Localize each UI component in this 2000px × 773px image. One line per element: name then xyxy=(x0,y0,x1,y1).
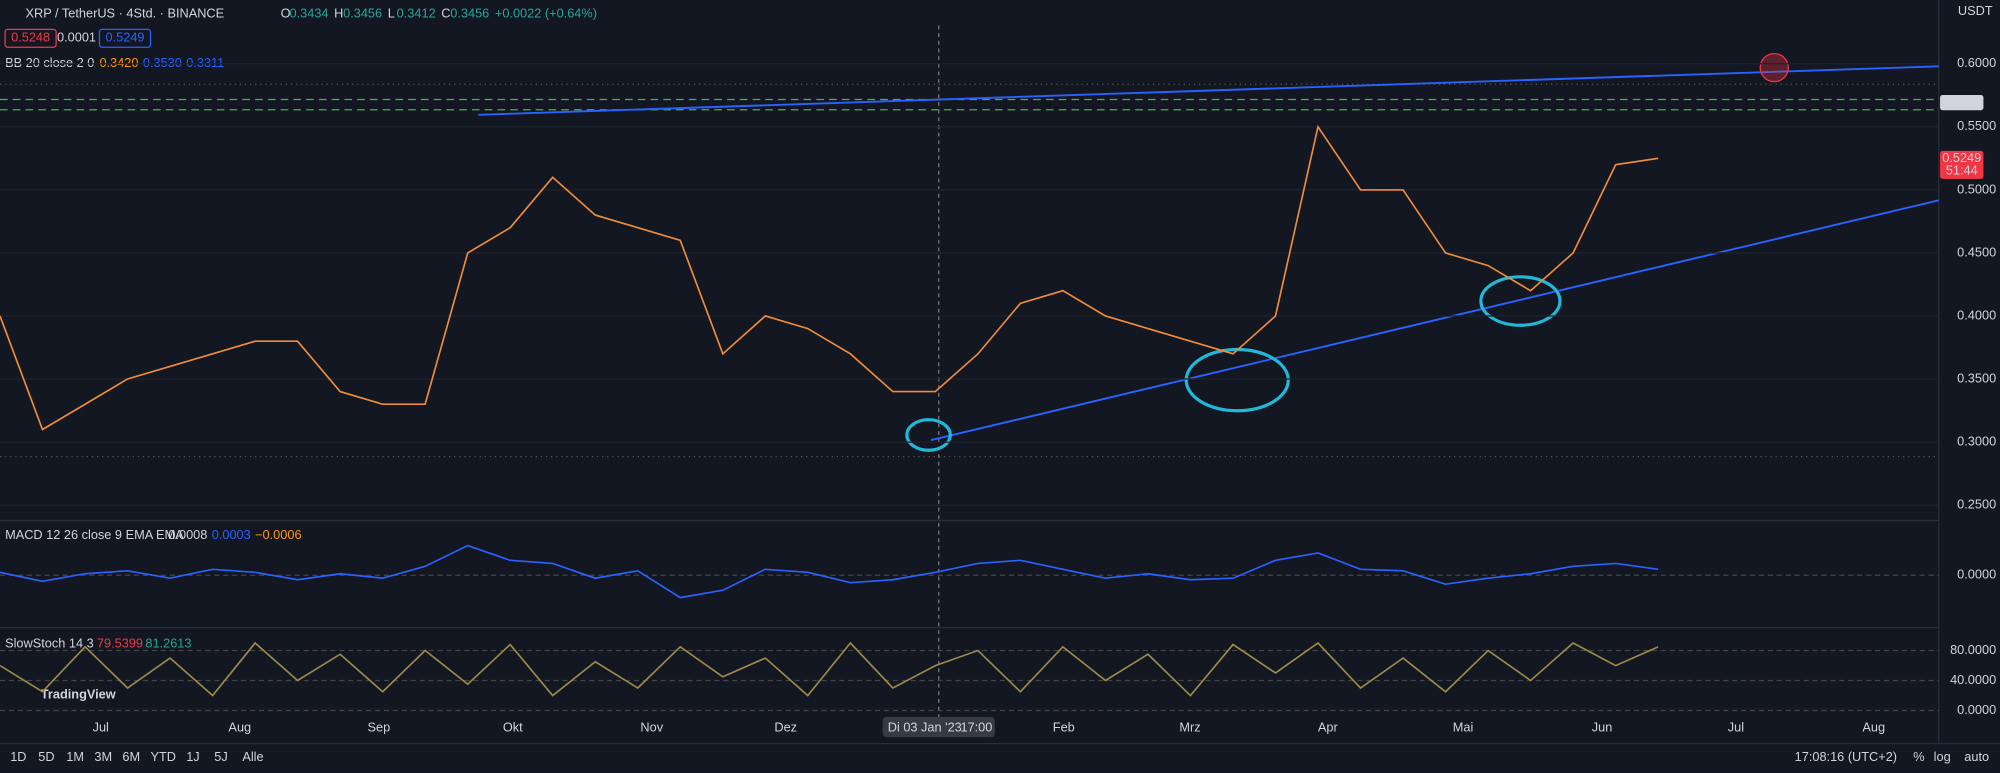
ask: 0.5249 xyxy=(106,30,145,45)
x-tick-label: Okt xyxy=(503,720,523,735)
range-button[interactable]: 1D xyxy=(10,749,26,764)
ohlc-value: 0.3434 xyxy=(290,5,329,20)
logo: TradingView xyxy=(41,687,116,702)
y-tick-label: 0.3000 xyxy=(1957,433,1996,448)
stoch-label: SlowStoch 14 3 xyxy=(5,636,94,651)
y-tick-label: 80.0000 xyxy=(1950,642,1996,657)
bb-value: 0.3311 xyxy=(186,55,224,70)
spread: 0.0001 xyxy=(57,30,96,45)
ohlc-label: H xyxy=(334,5,343,20)
price-tag-countdown: 51:44 xyxy=(1946,163,1978,178)
bb-value: 0.3420 xyxy=(99,55,138,70)
price-tag xyxy=(1940,94,1984,111)
price-tag xyxy=(1940,150,1984,179)
ohlc-value: 0.3456 xyxy=(343,5,382,20)
drawing-circle xyxy=(1479,275,1562,327)
x-tick-label: Sep xyxy=(367,720,390,735)
crosshair-date: Di 03 Jan '23 xyxy=(888,720,962,735)
scale-option[interactable]: % xyxy=(1913,749,1924,764)
range-button[interactable]: 1M xyxy=(66,749,84,764)
macd-label: MACD 12 26 close 9 EMA EMA xyxy=(5,527,184,542)
x-tick-label: Mai xyxy=(1453,720,1474,735)
y-tick-label: 0.4500 xyxy=(1957,244,1996,259)
series-line xyxy=(0,124,1659,431)
x-tick-label: Jul xyxy=(93,720,109,735)
symbol: XRP / TetherUS · 4Std. · BINANCE xyxy=(26,5,225,20)
ohlc-label: O xyxy=(281,5,291,20)
series-line xyxy=(0,544,1659,599)
y-tick-label: 0.2500 xyxy=(1957,496,1996,511)
x-tick-label: Nov xyxy=(640,720,663,735)
ohlc-value: 0.3412 xyxy=(397,5,436,20)
bb-value: 0.3530 xyxy=(143,55,182,70)
x-tick-label: Aug xyxy=(228,720,251,735)
x-tick-label: Mrz xyxy=(1179,720,1200,735)
y-tick-label: 0.0000 xyxy=(1957,567,1996,582)
scale-option[interactable]: log xyxy=(1934,749,1951,764)
range-button[interactable]: 5D xyxy=(38,749,54,764)
series-line xyxy=(0,641,1659,697)
macd-value: 0.0003 xyxy=(212,527,251,542)
macd-value: −0.0006 xyxy=(255,527,301,542)
x-tick-label: Aug xyxy=(1862,720,1885,735)
ask-box xyxy=(98,28,152,48)
range-button[interactable]: YTD xyxy=(151,749,177,764)
bb-label: BB 20 close 2 0 xyxy=(5,55,94,70)
ohlc-value: 0.3456 xyxy=(450,5,489,20)
x-tick-label: Jul xyxy=(1728,720,1744,735)
x-tick-label: Feb xyxy=(1053,720,1075,735)
bid-box xyxy=(4,28,57,48)
range-button[interactable]: Alle xyxy=(242,749,263,764)
currency[interactable]: USDT xyxy=(1958,3,1993,18)
clock: 17:08:16 (UTC+2) xyxy=(1795,749,1897,764)
trendline xyxy=(930,199,1939,442)
range-button[interactable]: 1J xyxy=(186,749,199,764)
bid: 0.5248 xyxy=(11,30,50,45)
drawing-circle xyxy=(905,418,952,452)
crosshair-box xyxy=(882,716,995,738)
x-tick-label: Apr xyxy=(1318,720,1339,735)
stoch-value: 79.5399 xyxy=(97,636,143,651)
x-tick-label: Jun xyxy=(1592,720,1613,735)
y-tick-label: 0.5000 xyxy=(1957,181,1996,196)
crosshair-time: 17:00 xyxy=(960,720,992,735)
y-tick-label: 0.6000 xyxy=(1957,55,1996,70)
ohlc-label: C xyxy=(441,5,450,20)
stoch-value: 81.2613 xyxy=(145,636,191,651)
range-button[interactable]: 6M xyxy=(122,749,140,764)
scale-option[interactable]: auto xyxy=(1964,749,1989,764)
change: +0.0022 (+0.64%) xyxy=(495,5,597,20)
ohlc-label: L xyxy=(388,5,395,20)
y-tick-label: 0.0000 xyxy=(1957,702,1996,717)
trendline xyxy=(478,65,1939,116)
range-button[interactable]: 3M xyxy=(94,749,112,764)
macd-value: 0.0008 xyxy=(168,527,207,542)
x-tick-label: Dez xyxy=(774,720,797,735)
price-tag-label: 0.5249 xyxy=(1942,150,1981,165)
y-tick-label: 0.4000 xyxy=(1957,307,1996,322)
range-button[interactable]: 5J xyxy=(214,749,227,764)
price-tag-label: 0.5692 xyxy=(1942,94,1981,109)
drawing-marker xyxy=(1759,52,1789,83)
y-tick-label: 40.0000 xyxy=(1950,672,1996,687)
y-tick-label: 0.3500 xyxy=(1957,370,1996,385)
y-tick-label: 0.5500 xyxy=(1957,118,1996,133)
